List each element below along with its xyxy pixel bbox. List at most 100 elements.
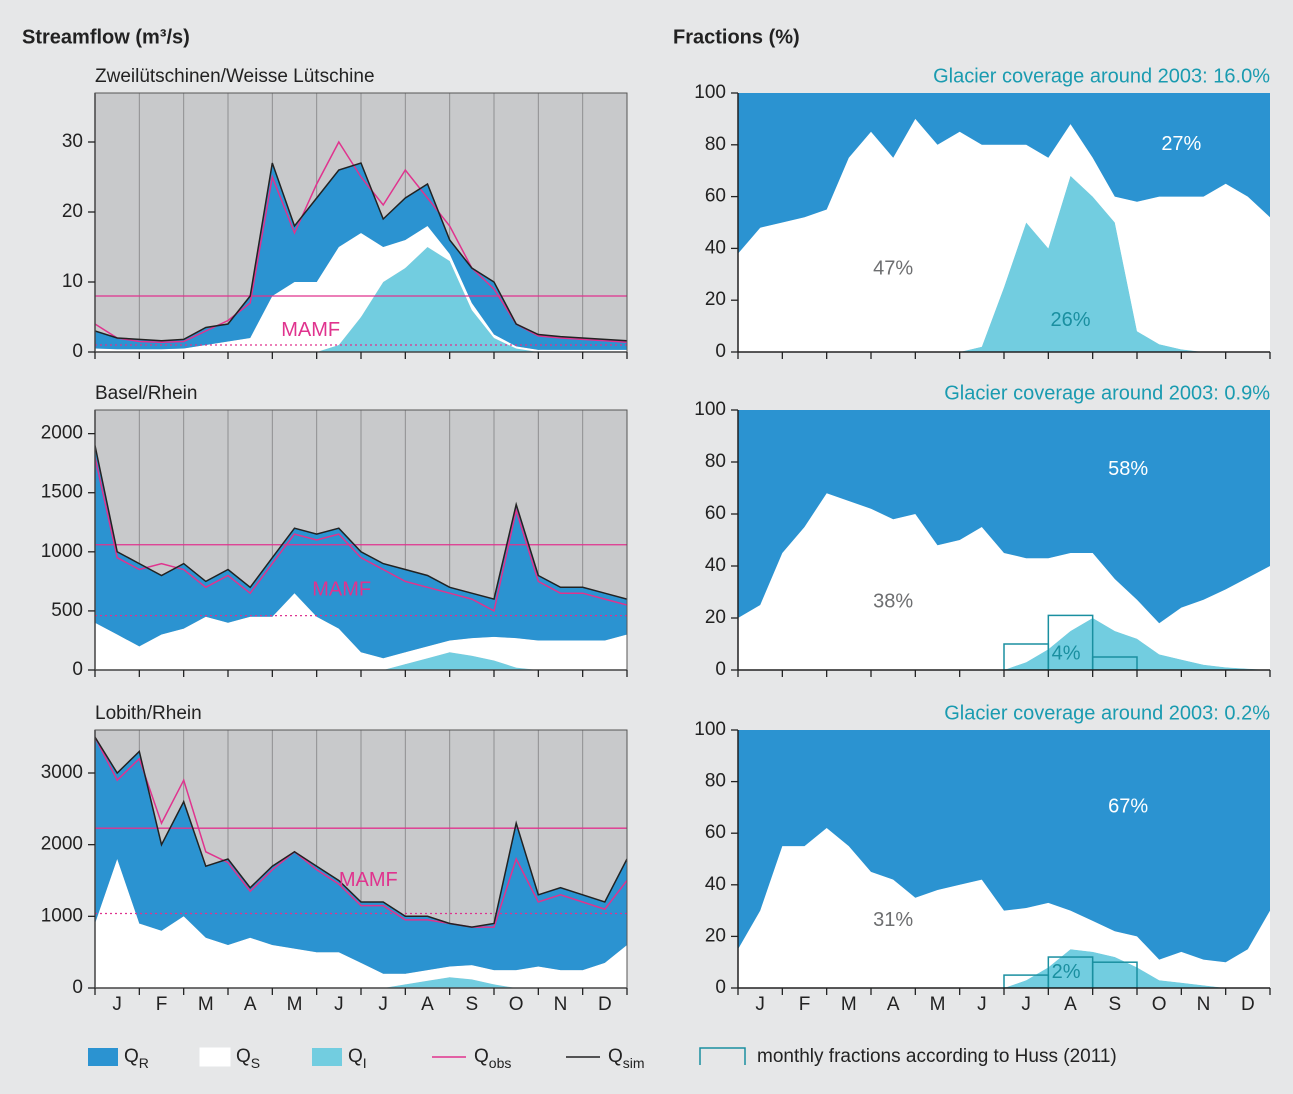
area — [738, 730, 1270, 963]
reference-label: MAMF — [339, 869, 398, 891]
x-tick-label: D — [598, 994, 612, 1015]
area — [738, 118, 1270, 352]
x-tick-label: S — [465, 994, 478, 1015]
monthly-fraction — [1091, 656, 1138, 670]
panel-title: Zweilütschinen/Weisse Lütschine — [95, 66, 375, 87]
y-tick-label: 1000 — [41, 541, 83, 562]
legend-label-main: monthly fractions according to Huss (201… — [757, 1046, 1117, 1067]
y-tick-label: 2000 — [41, 834, 83, 855]
y-tick-label: 60 — [705, 822, 726, 843]
share-label: 58% — [1108, 458, 1148, 480]
y-tick-label: 1500 — [41, 482, 83, 503]
reference-label: MAMF — [312, 578, 371, 600]
panel-title: Basel/Rhein — [95, 383, 197, 404]
y-tick-label: 20 — [62, 201, 83, 222]
x-tick-label: M — [930, 994, 946, 1015]
area — [738, 175, 1270, 352]
legend-label: QI — [348, 1046, 367, 1071]
x-tick-label: O — [509, 994, 524, 1015]
monthly-fraction — [1091, 961, 1138, 988]
plot — [95, 730, 627, 988]
legend-label-sub: I — [363, 1055, 367, 1071]
line — [95, 736, 627, 928]
line — [95, 457, 627, 613]
x-tick-label: D — [1241, 994, 1255, 1015]
y-tick-label: 80 — [705, 771, 726, 792]
legend-label: QR — [124, 1046, 149, 1071]
legend-label-sub: sim — [623, 1055, 645, 1071]
legend-label-main: Q — [124, 1046, 139, 1067]
y-tick-label: 40 — [705, 555, 726, 576]
area — [95, 977, 627, 988]
share-label: 38% — [873, 591, 913, 613]
legend-label-sub: R — [139, 1055, 149, 1071]
y-tick-label: 1000 — [41, 905, 83, 926]
x-tick-label: M — [287, 994, 303, 1015]
y-tick-label: 40 — [705, 237, 726, 258]
x-tick-label: F — [799, 994, 811, 1015]
panel-title: Lobith/Rhein — [95, 703, 202, 724]
share-label: 27% — [1161, 133, 1201, 155]
legend-swatch — [699, 1047, 746, 1065]
share-label: 26% — [1050, 309, 1090, 331]
area — [95, 652, 627, 670]
x-tick-label: M — [841, 994, 857, 1015]
x-tick-label: J — [977, 994, 987, 1015]
heading: Streamflow (m³/s) — [22, 26, 190, 48]
y-tick-label: 500 — [51, 600, 83, 621]
glacier-coverage: Glacier coverage around 2003: 0.2% — [944, 702, 1270, 724]
legend-swatch — [199, 1047, 231, 1067]
x-tick-label: A — [1064, 994, 1077, 1015]
x-tick-label: J — [1021, 994, 1031, 1015]
y-tick-label: 0 — [72, 341, 83, 362]
y-tick-label: 0 — [715, 659, 726, 680]
legend-label-main: Q — [348, 1046, 363, 1067]
y-tick-label: 60 — [705, 503, 726, 524]
legend-label-sub: S — [251, 1055, 260, 1071]
y-tick-label: 0 — [715, 341, 726, 362]
y-tick-label: 80 — [705, 451, 726, 472]
x-tick-label: F — [156, 994, 168, 1015]
legend-swatch — [312, 1048, 342, 1066]
reference-label: MAMF — [281, 319, 340, 341]
glacier-coverage: Glacier coverage around 2003: 0.9% — [944, 382, 1270, 404]
y-tick-label: 20 — [705, 925, 726, 946]
x-tick-label: A — [421, 994, 434, 1015]
legend-label: Qsim — [608, 1046, 645, 1071]
line — [95, 445, 627, 601]
y-tick-label: 40 — [705, 874, 726, 895]
share-label: 47% — [873, 257, 913, 279]
area — [95, 226, 627, 352]
legend-label: monthly fractions according to Huss (201… — [757, 1046, 1117, 1067]
area — [738, 828, 1270, 988]
area — [95, 163, 627, 350]
share-label: 2% — [1052, 961, 1081, 983]
x-tick-label: M — [198, 994, 214, 1015]
plot — [95, 93, 627, 352]
y-tick-label: 100 — [694, 719, 726, 740]
y-tick-label: 100 — [694, 82, 726, 103]
legend-label-main: Q — [474, 1046, 489, 1067]
y-tick-label: 0 — [715, 977, 726, 998]
plot — [95, 410, 627, 670]
area — [738, 93, 1270, 254]
area — [738, 410, 1270, 624]
x-tick-label: O — [1152, 994, 1167, 1015]
plot — [738, 410, 1270, 670]
y-tick-label: 60 — [705, 186, 726, 207]
x-tick-label: J — [112, 994, 122, 1015]
glacier-coverage: Glacier coverage around 2003: 16.0% — [933, 65, 1270, 87]
y-tick-label: 30 — [62, 131, 83, 152]
x-tick-label: N — [554, 994, 568, 1015]
plot — [738, 730, 1270, 988]
legend-label-sub: obs — [489, 1055, 512, 1071]
y-tick-label: 0 — [72, 977, 83, 998]
area — [95, 859, 627, 988]
y-tick-label: 20 — [705, 289, 726, 310]
x-tick-label: A — [887, 994, 900, 1015]
x-tick-label: A — [244, 994, 257, 1015]
x-tick-label: N — [1197, 994, 1211, 1015]
x-tick-label: S — [1108, 994, 1121, 1015]
area — [95, 737, 627, 974]
